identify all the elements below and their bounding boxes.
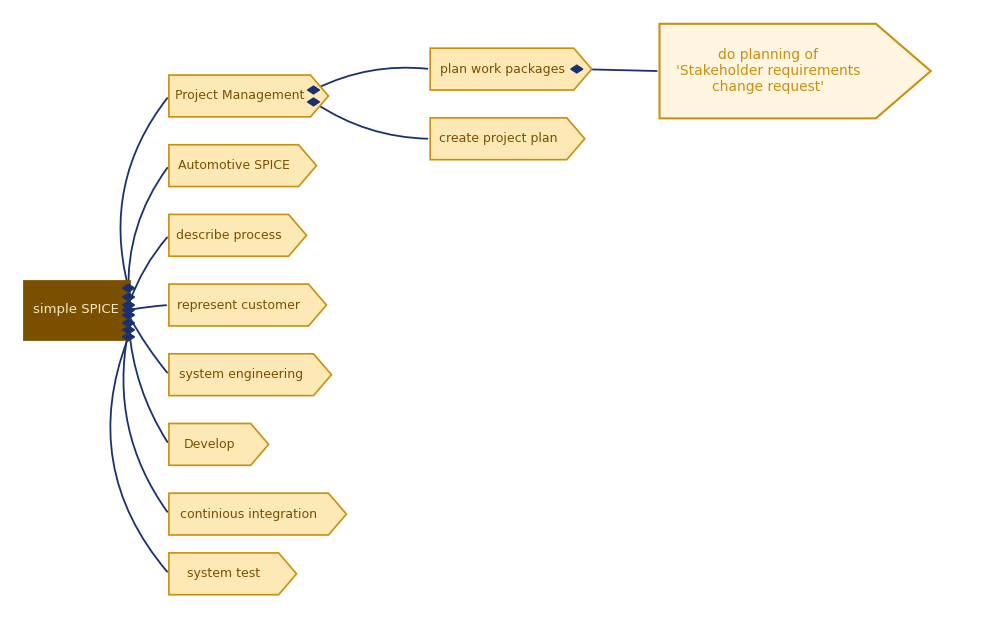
Polygon shape [660,24,931,118]
Text: Project Management: Project Management [175,89,304,102]
Polygon shape [307,98,319,106]
Polygon shape [169,144,316,187]
Polygon shape [123,333,135,341]
Polygon shape [169,215,306,256]
Text: system engineering: system engineering [179,368,303,381]
Polygon shape [169,75,328,117]
Polygon shape [123,301,135,309]
Text: describe process: describe process [176,229,282,242]
Polygon shape [307,86,319,94]
Polygon shape [169,493,347,535]
Polygon shape [123,284,135,292]
Text: continious integration: continious integration [180,508,317,521]
Text: Develop: Develop [184,438,236,451]
Polygon shape [123,306,135,314]
Polygon shape [123,326,135,334]
Text: simple SPICE: simple SPICE [33,304,119,316]
Polygon shape [169,423,269,465]
Polygon shape [430,118,584,160]
Polygon shape [123,293,135,301]
Polygon shape [123,311,135,319]
Text: plan work packages: plan work packages [440,63,565,76]
Polygon shape [169,553,297,595]
Text: system test: system test [188,567,260,580]
Polygon shape [571,65,582,73]
FancyBboxPatch shape [24,281,129,339]
Text: Automotive SPICE: Automotive SPICE [178,159,290,172]
Polygon shape [169,354,332,396]
Text: do planning of
'Stakeholder requirements
change request': do planning of 'Stakeholder requirements… [676,48,860,94]
Polygon shape [430,48,592,90]
Polygon shape [123,319,135,327]
Polygon shape [169,284,326,326]
Text: create project plan: create project plan [439,132,558,145]
Text: represent customer: represent customer [177,298,300,311]
